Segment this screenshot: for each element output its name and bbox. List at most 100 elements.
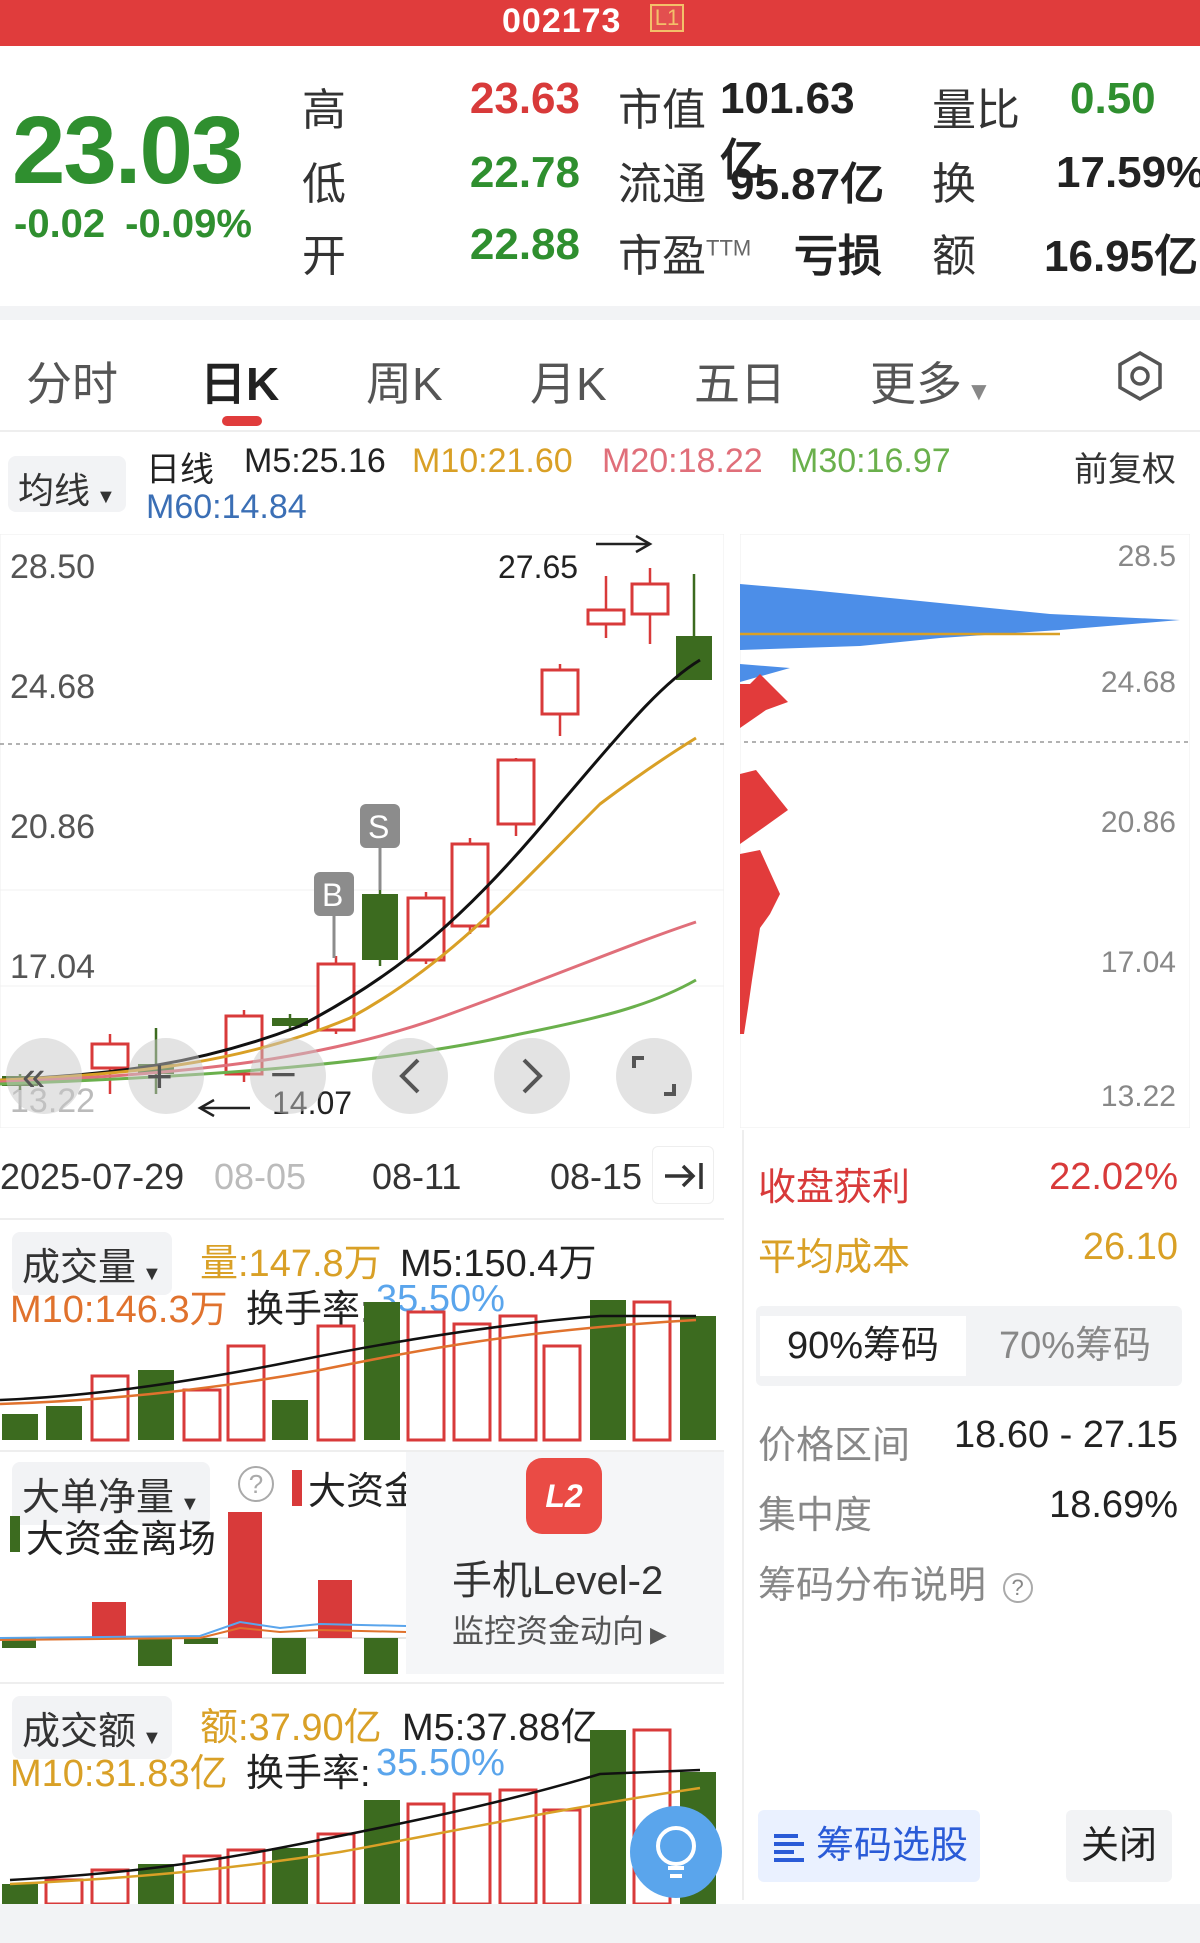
y-label-top: 28.50: [10, 548, 95, 586]
assistant-bulb-button[interactable]: [630, 1806, 722, 1898]
zoom-out-button[interactable]: −: [250, 1038, 326, 1114]
chip-explain-link[interactable]: 筹码分布说明 ?: [758, 1554, 1178, 1609]
volume-bar: [90, 1868, 130, 1906]
volume-turnover-label: 换手率:: [246, 1289, 371, 1331]
candle: [406, 892, 446, 964]
triangle-right-icon: ▶: [650, 1622, 667, 1647]
volume-bar: [632, 1300, 672, 1442]
tab-chip-70[interactable]: 70%筹码: [998, 1325, 1152, 1367]
chip-select-button[interactable]: 筹码选股: [758, 1810, 980, 1882]
close-button[interactable]: 关闭: [1066, 1810, 1172, 1882]
candle: [496, 758, 536, 836]
caret-down-icon: ▼: [96, 486, 116, 508]
tab-more[interactable]: 更多 ▼: [870, 348, 992, 414]
ma-period-type: 日线: [146, 451, 214, 489]
volume-bar: [590, 1300, 626, 1440]
volume-bar: [90, 1374, 130, 1442]
candlestick-chart[interactable]: 28.50 24.68 20.86 17.04 13.22 27.65 14.0…: [0, 534, 724, 1128]
open-label: 开: [302, 232, 346, 281]
chip-loss-area-2: [740, 770, 788, 844]
amount-panel: 成交额 ▼ 额:37.90亿 M5:37.88亿 M10:31.83亿 换手率: …: [0, 1682, 724, 1906]
volume-panel: 成交量 ▼ 量:147.8万 M5:150.4万 M10:146.3万 换手率: …: [0, 1218, 724, 1442]
volume-bar: [182, 1388, 222, 1442]
volume-dropdown[interactable]: 成交量 ▼: [12, 1232, 172, 1295]
amount-turnover-label: 换手率:: [246, 1753, 371, 1795]
first-page-button[interactable]: «: [6, 1038, 82, 1114]
price-range-value: 18.60 - 27.15: [954, 1414, 1178, 1456]
scroll-left-button[interactable]: [372, 1038, 448, 1114]
chip-info-panel: 收盘获利 22.02% 平均成本 26.10 90%筹码 70%筹码 价格区间 …: [742, 1130, 1192, 1900]
amount-dropdown-label: 成交额: [22, 1711, 137, 1753]
settings-gear-icon[interactable]: [1114, 350, 1166, 402]
volume-bar: [316, 1832, 356, 1906]
change-value: -0.02: [14, 202, 106, 246]
ma30-value: M30:16.97: [790, 442, 951, 480]
arrow-right-bar-icon: [665, 1163, 703, 1189]
amount-turnover-value: 35.50%: [376, 1742, 505, 1784]
candle: [586, 576, 626, 638]
sell-marker[interactable]: [360, 804, 400, 848]
tab-daily-k[interactable]: 日K: [200, 358, 280, 410]
amount-dropdown[interactable]: 成交额 ▼: [12, 1696, 172, 1759]
chip-distribution-chart[interactable]: 28.5 24.68 20.86 17.04 13.22: [740, 534, 1190, 1128]
avg-cost-value: 26.10: [1082, 1226, 1178, 1268]
volume-ratio-label: 量比: [932, 86, 1020, 135]
pe-ttm-value: 亏损: [794, 232, 882, 281]
inflow-legend-swatch: [292, 1470, 302, 1506]
low-label: 低: [302, 160, 346, 209]
adjust-mode[interactable]: 前复权: [1074, 451, 1176, 489]
tab-monthly-k[interactable]: 月K: [530, 358, 607, 410]
help-icon[interactable]: ?: [238, 1466, 274, 1502]
outflow-label: 大资金离场: [26, 1519, 217, 1561]
level2-promo[interactable]: L2 手机Level-2 监控资金动向 ▶: [406, 1452, 724, 1674]
big-order-dropdown[interactable]: 大单净量 ▼: [12, 1462, 210, 1525]
ma60-value: M60:14.84: [146, 488, 307, 526]
volume-bar: [46, 1406, 82, 1440]
amount-m10: M10:31.83亿: [10, 1753, 228, 1795]
candle: [362, 884, 398, 966]
level2-subtitle: 监控资金动向 ▶: [452, 1606, 667, 1652]
float-cap-value: 95.87亿: [730, 160, 885, 209]
caret-down-icon: ▼: [142, 1727, 162, 1749]
tab-five-day[interactable]: 五日: [694, 358, 786, 410]
tab-intraday[interactable]: 分时: [26, 358, 118, 410]
chevron-right-icon: [522, 1058, 543, 1094]
list-icon: [774, 1834, 804, 1862]
double-left-icon: «: [22, 1052, 45, 1099]
zoom-in-button[interactable]: +: [128, 1038, 204, 1114]
ma-dropdown-label: 均线: [18, 470, 91, 511]
fullscreen-button[interactable]: [616, 1038, 692, 1114]
quote-panel: 23.03 -0.02 -0.09% 高 23.63 市值 101.63亿 量比 …: [0, 46, 1200, 306]
date-label-3: 08-11: [372, 1156, 462, 1197]
volume-bar: [406, 1802, 446, 1906]
volume-bar: [272, 1400, 308, 1440]
chip-y-label-3: 20.86: [1101, 806, 1176, 839]
period-tabs: 分时 日K 周K 月K 五日 更多 ▼: [0, 320, 1200, 430]
chip-explain-label: 筹码分布说明: [758, 1565, 987, 1607]
minus-icon: −: [270, 1048, 297, 1100]
scroll-right-button[interactable]: [494, 1038, 570, 1114]
candle: [540, 664, 580, 736]
volume-bar: [452, 1792, 492, 1906]
level2-subtitle-text: 监控资金动向: [452, 1613, 645, 1649]
volume-bar: [364, 1302, 400, 1440]
high-marker-label: 27.65: [498, 549, 578, 585]
date-label-1: 2025-07-29: [0, 1156, 185, 1197]
tab-weekly-k[interactable]: 周K: [366, 358, 443, 410]
ma-dropdown[interactable]: 均线 ▼: [8, 456, 126, 512]
open-value: 22.88: [469, 220, 580, 269]
sell-marker-label: S: [368, 809, 389, 845]
tab-chip-90[interactable]: 90%筹码: [760, 1316, 966, 1376]
level-badge[interactable]: L1: [650, 4, 684, 32]
volume-bar: [316, 1324, 356, 1442]
turnover-label: 换: [932, 160, 976, 209]
market-cap-value: 101.63亿: [720, 74, 855, 185]
volume-bar: [680, 1316, 716, 1440]
top-bar: 002173 L1: [0, 0, 1200, 46]
buy-marker[interactable]: [314, 872, 354, 916]
caret-down-icon: ▼: [180, 1493, 200, 1515]
jump-latest-button[interactable]: [652, 1146, 714, 1204]
current-price: 23.03: [12, 97, 244, 204]
amount-bars: [2, 1728, 716, 1906]
avg-cost-label: 平均成本: [758, 1237, 911, 1279]
